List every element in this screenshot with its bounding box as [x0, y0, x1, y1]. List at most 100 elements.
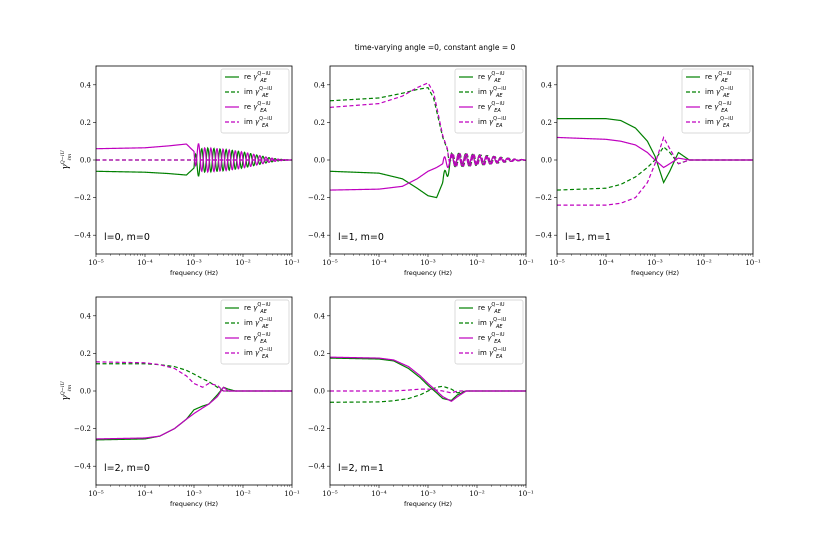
- legend-label: im γQ−iU AE: [244, 317, 273, 330]
- legend-label: im γQ−iU EA: [478, 347, 507, 360]
- x-tick-label: 10⁻¹: [745, 259, 761, 267]
- legend-label: im γQ−iU EA: [244, 347, 273, 360]
- legend-label: re γQ−iU EA: [705, 101, 732, 114]
- panel-annotation: l=2, m=1: [338, 463, 384, 474]
- legend-label: re γQ−iU AE: [478, 71, 505, 84]
- y-tick-label: −0.4: [308, 463, 326, 471]
- legend: re γQ−iU AE im γQ−iU AE re γQ−iU EA im γQ−iU EA: [220, 68, 290, 134]
- legend-box: [220, 299, 290, 365]
- y-tick-label: 0.0: [80, 157, 91, 165]
- x-axis-label: frequency (Hz): [170, 500, 218, 508]
- legend-label: re γQ−iU EA: [244, 332, 271, 345]
- plot-frame: [556, 65, 754, 255]
- y-tick-label: 0.4: [314, 312, 326, 320]
- legend-label: re γQ−iU EA: [244, 101, 271, 114]
- series-line-1: [330, 357, 526, 401]
- legend-box: [454, 68, 524, 134]
- x-axis-label: frequency (Hz): [170, 269, 218, 277]
- x-tick-label: 10⁻⁴: [371, 259, 387, 267]
- y-tick-label: 0.0: [80, 388, 91, 396]
- panel-annotation: l=0, m=0: [104, 232, 150, 243]
- y-tick-label: 0.0: [314, 157, 325, 165]
- x-tick-label: 10⁻²: [696, 259, 712, 267]
- y-tick-label: 0.2: [80, 350, 91, 358]
- legend-label: im γQ−iU AE: [705, 86, 734, 99]
- x-tick-label: 10⁻²: [235, 490, 251, 498]
- subplot-1: 0.4 0.2 0.0 −0.2 −0.4 10⁻⁵ 10⁻⁴ 10⁻³ 10⁻² 10⁻¹ fre…: [60, 65, 300, 277]
- series-line-3: [96, 143, 292, 174]
- y-tick-label: −0.4: [308, 232, 326, 240]
- x-tick-label: 10⁻⁵: [549, 259, 565, 267]
- series-line-2: [96, 363, 292, 392]
- x-tick-label: 10⁻¹: [284, 490, 300, 498]
- x-tick-label: 10⁻⁵: [88, 259, 104, 267]
- figure-suptitle: time-varying angle =0, constant angle = …: [355, 43, 516, 52]
- y-tick-label: 0.2: [314, 350, 325, 358]
- y-tick-label: 0.2: [541, 119, 552, 127]
- x-tick-label: 10⁻³: [186, 490, 202, 498]
- series-line-4: [557, 135, 753, 206]
- legend-label: re γQ−iU EA: [478, 332, 505, 345]
- x-tick-label: 10⁻¹: [518, 259, 534, 267]
- legend: re γQ−iU AE im γQ−iU AE re γQ−iU EA im γQ−iU EA: [454, 68, 524, 134]
- legend-label: re γQ−iU AE: [478, 302, 505, 315]
- x-tick-label: 10⁻⁴: [371, 490, 387, 498]
- series-line-2: [330, 86, 526, 168]
- x-tick-label: 10⁻²: [235, 259, 251, 267]
- panel-annotation: l=2, m=0: [104, 463, 150, 474]
- legend-label: im γQ−iU EA: [705, 116, 734, 129]
- series-line-2: [330, 385, 526, 403]
- legend-box: [220, 68, 290, 134]
- series-line-4: [330, 388, 526, 394]
- legend: re γQ−iU AE im γQ−iU AE re γQ−iU EA im γQ−iU EA: [454, 299, 524, 365]
- x-tick-label: 10⁻³: [647, 259, 663, 267]
- legend-label: im γQ−iU EA: [478, 116, 507, 129]
- series-line-3: [557, 136, 753, 169]
- series-line-4: [96, 361, 292, 392]
- plot-frame: [329, 296, 527, 486]
- legend: re γQ−iU AE im γQ−iU AE re γQ−iU EA im γQ−iU EA: [681, 68, 751, 134]
- y-tick-label: 0.2: [314, 119, 325, 127]
- x-tick-label: 10⁻²: [469, 490, 485, 498]
- y-tick-label: 0.4: [541, 81, 553, 89]
- plot-frame: [95, 296, 293, 486]
- x-axis-label: frequency (Hz): [631, 269, 679, 277]
- y-tick-label: 0.4: [80, 312, 92, 320]
- y-tick-label: −0.2: [308, 425, 325, 433]
- y-tick-label: 0.4: [314, 81, 326, 89]
- series-line-4: [330, 82, 526, 168]
- series-line-3: [330, 153, 526, 191]
- legend-label: im γQ−iU AE: [478, 86, 507, 99]
- series-line-2: [557, 145, 753, 191]
- x-tick-label: 10⁻³: [186, 259, 202, 267]
- subplot-5: 0.4 0.2 0.0 −0.2 −0.4 10⁻⁵ 10⁻⁴ 10⁻³ 10⁻² 10⁻¹ fre…: [308, 296, 534, 508]
- y-tick-label: −0.2: [308, 194, 325, 202]
- legend-label: im γQ−iU AE: [478, 317, 507, 330]
- x-tick-label: 10⁻⁵: [88, 490, 104, 498]
- y-tick-label: −0.4: [74, 463, 92, 471]
- panel-annotation: l=1, m=0: [338, 232, 384, 243]
- x-tick-label: 10⁻¹: [284, 259, 300, 267]
- legend-label: re γQ−iU AE: [705, 71, 732, 84]
- x-tick-label: 10⁻³: [420, 490, 436, 498]
- y-tick-label: −0.2: [74, 194, 91, 202]
- subplot-3: 0.4 0.2 0.0 −0.2 −0.4 10⁻⁵ 10⁻⁴ 10⁻³ 10⁻² 10⁻¹ fre…: [535, 65, 761, 277]
- legend: re γQ−iU AE im γQ−iU AE re γQ−iU EA im γQ−iU EA: [220, 299, 290, 365]
- y-tick-label: −0.4: [74, 232, 92, 240]
- y-tick-label: −0.2: [535, 194, 552, 202]
- x-tick-label: 10⁻²: [469, 259, 485, 267]
- y-tick-label: 0.4: [80, 81, 92, 89]
- x-axis-label: frequency (Hz): [404, 269, 452, 277]
- x-tick-label: 10⁻⁴: [598, 259, 614, 267]
- legend-label: re γQ−iU AE: [244, 71, 271, 84]
- series-line-1: [330, 152, 526, 199]
- series-line-1: [96, 146, 292, 177]
- y-axis-label: γQ−iUℓm: [60, 380, 73, 400]
- y-tick-label: 0.2: [80, 119, 91, 127]
- plot-frame: [95, 65, 293, 255]
- legend-label: re γQ−iU AE: [244, 302, 271, 315]
- plot-frame: [329, 65, 527, 255]
- x-tick-label: 10⁻³: [420, 259, 436, 267]
- x-tick-label: 10⁻¹: [518, 490, 534, 498]
- legend-label: im γQ−iU AE: [244, 86, 273, 99]
